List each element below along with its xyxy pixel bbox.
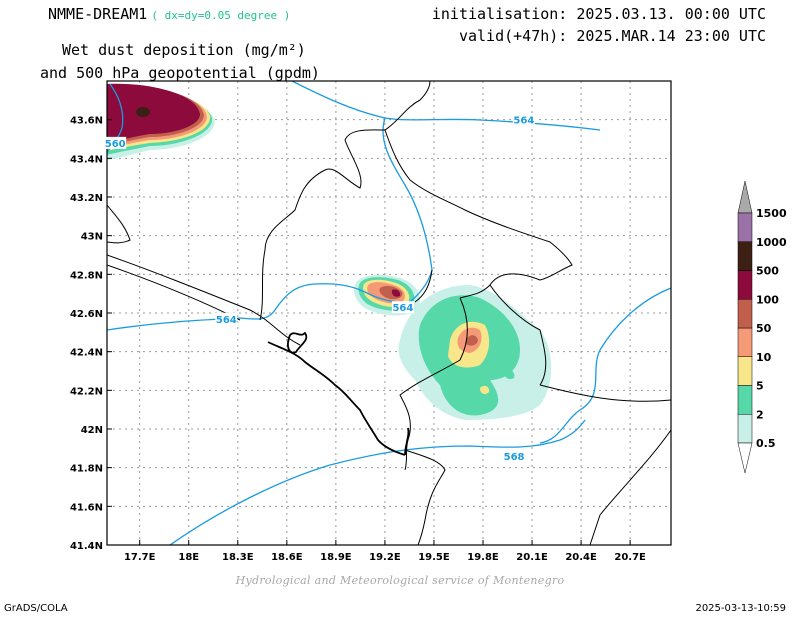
contour-label-bg bbox=[512, 113, 535, 126]
lon-tick-label: 18E bbox=[178, 552, 199, 563]
lat-tick-label: 42.6N bbox=[70, 309, 103, 320]
legend-level-label: 1000 bbox=[756, 236, 787, 249]
lat-tick-label: 43.6N bbox=[70, 116, 103, 127]
legend-level-label: 1500 bbox=[756, 207, 787, 220]
contour-568 bbox=[169, 419, 586, 545]
legend-swatch bbox=[737, 327, 753, 357]
geopotential-contours bbox=[107, 81, 671, 545]
lat-tick-label: 42.4N bbox=[70, 348, 103, 359]
dust-blob-northwest bbox=[107, 83, 215, 160]
longitude-tick-labels: 17.7E 18E 18.3E 18.6E 18.9E 19.2E 19.5E 19.8E 20… bbox=[124, 540, 646, 563]
color-legend: 0.5 2 5 10 50 100 500 1000 1500 bbox=[737, 180, 787, 474]
model-resolution: ( dx=dy=0.05 degree ) bbox=[151, 9, 291, 22]
model-name-text: NMME-DREAM1 bbox=[48, 5, 148, 23]
lat-tick-label: 41.6N bbox=[70, 502, 103, 513]
lon-tick-label: 19.5E bbox=[418, 552, 450, 563]
legend-level-label: 100 bbox=[756, 293, 779, 306]
contour-label: 568 bbox=[504, 452, 525, 463]
lon-tick-label: 20.4E bbox=[565, 552, 597, 563]
legend-level-label: 10 bbox=[756, 351, 772, 364]
lon-tick-label: 18.3E bbox=[222, 552, 254, 563]
lon-tick-label: 18.9E bbox=[320, 552, 352, 563]
legend-swatch bbox=[737, 385, 753, 415]
lat-tick-label: 42.2N bbox=[70, 386, 103, 397]
legend-swatch bbox=[737, 241, 753, 271]
contour-564-southeast bbox=[539, 287, 671, 444]
lon-tick-label: 19.8E bbox=[467, 552, 499, 563]
contour-label-bg bbox=[391, 301, 414, 314]
latitude-tick-labels: 43.6N 43.4N 43.2N 43N 42.8N 42.6N 42.4N 42.2N 42… bbox=[70, 116, 112, 552]
lat-tick-label: 42N bbox=[81, 425, 103, 436]
lat-tick-label: 42.8N bbox=[70, 270, 103, 281]
contour-564-west bbox=[107, 283, 411, 331]
contour-564-north bbox=[291, 81, 601, 131]
lon-tick-label: 20.7E bbox=[614, 552, 646, 563]
legend-bottom-triangle bbox=[737, 442, 753, 474]
legend-swatch bbox=[737, 356, 753, 386]
valid-time: valid(+47h): 2025.MAR.14 23:00 UTC bbox=[458, 27, 766, 45]
lat-tick-label: 43.4N bbox=[70, 154, 103, 165]
model-name: NMME-DREAM1( dx=dy=0.05 degree ) bbox=[48, 5, 290, 23]
credit-line: Hydrological and Meteorological service … bbox=[235, 574, 565, 587]
coastline bbox=[267, 331, 410, 456]
legend-level-label: 5 bbox=[756, 380, 764, 393]
legend-swatch bbox=[737, 414, 753, 444]
contour-label-bg bbox=[503, 450, 526, 463]
lon-tick-label: 18.6E bbox=[271, 552, 303, 563]
contour-label-bg bbox=[215, 312, 238, 325]
legend-level-label: 50 bbox=[756, 322, 772, 335]
legend-top-triangle bbox=[737, 180, 753, 214]
lon-tick-label: 20.1E bbox=[516, 552, 548, 563]
map-title-line2: and 500 hPa geopotential (gpdm) bbox=[40, 64, 320, 82]
contour-label: 564 bbox=[392, 303, 413, 314]
dust-blob-central bbox=[354, 274, 552, 420]
contour-label: 564 bbox=[513, 116, 534, 127]
contour-564-east bbox=[382, 117, 433, 303]
contour-labels: 560 564 564 564 568 bbox=[104, 113, 535, 463]
initialisation-time: initialisation: 2025.03.13. 00:00 UTC bbox=[431, 5, 766, 23]
lat-tick-label: 43.2N bbox=[70, 193, 103, 204]
contour-label-bg bbox=[104, 136, 127, 149]
lon-tick-label: 17.7E bbox=[124, 552, 156, 563]
contour-label: 560 bbox=[105, 139, 126, 150]
legend-level-label: 2 bbox=[756, 408, 764, 421]
lat-tick-label: 43N bbox=[81, 232, 103, 243]
legend-swatch bbox=[737, 270, 753, 300]
lat-tick-label: 41.4N bbox=[70, 541, 103, 552]
legend-level-label: 500 bbox=[756, 265, 779, 278]
legend-swatch bbox=[737, 212, 753, 242]
contour-label: 564 bbox=[216, 315, 237, 326]
lon-tick-label: 19.2E bbox=[369, 552, 401, 563]
lat-tick-label: 41.8N bbox=[70, 464, 103, 475]
software-label: GrADS/COLA bbox=[4, 603, 68, 614]
render-timestamp: 2025-03-13-10:59 bbox=[695, 603, 786, 614]
legend-level-label: 0.5 bbox=[756, 437, 776, 450]
dust-deposition-field bbox=[107, 83, 552, 420]
map-title-line1: Wet dust deposition (mg/m²) bbox=[62, 41, 306, 59]
legend-swatch bbox=[737, 299, 753, 329]
